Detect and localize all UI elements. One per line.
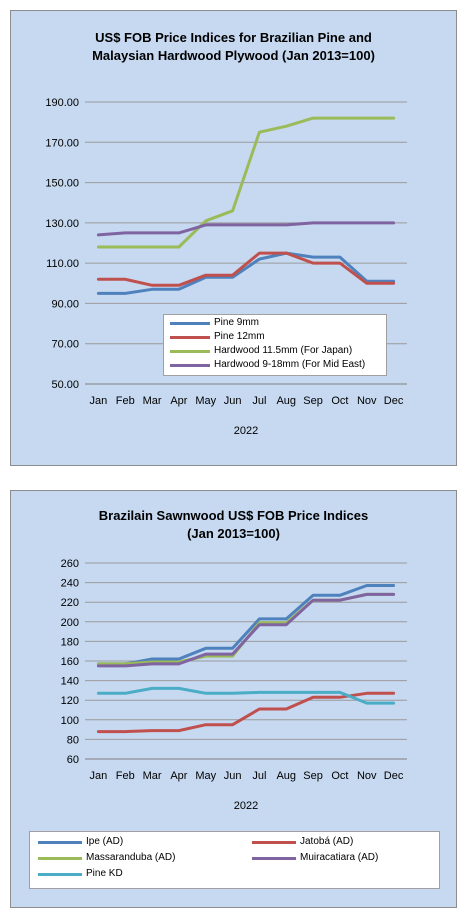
sawnwood-y-tick-label: 260 — [61, 558, 79, 570]
sawnwood-chart-panel: Brazilain Sawnwood US$ FOB Price Indices… — [10, 490, 457, 908]
plywood-y-tick-label: 150.00 — [45, 178, 79, 190]
sawnwood-x-tick-label: Jun — [224, 770, 242, 782]
sawnwood-legend-swatch-jatob-ad — [252, 841, 296, 844]
sawnwood-y-tick-label: 140 — [61, 676, 79, 688]
plywood-series-line-hardwood-11-5mm-for-japan — [96, 116, 396, 249]
sawnwood-legend-label-pine-kd: Pine KD — [86, 868, 123, 879]
sawnwood-x-tick-label: Sep — [303, 770, 323, 782]
plywood-chart-title-line-1: US$ FOB Price Indices for Brazilian Pine… — [95, 30, 372, 45]
sawnwood-chart-title-line-1: Brazilain Sawnwood US$ FOB Price Indices — [98, 508, 369, 523]
plywood-legend-label-hardwood-11-5mm-for-japan: Hardwood 11.5mm (For Japan) — [214, 345, 353, 356]
plywood-legend-swatch-hardwood-9-18mm-for-mid-east — [170, 364, 210, 367]
sawnwood-series-line-ipe-ad — [96, 584, 396, 666]
plywood-legend-swatch-pine-12mm — [170, 336, 210, 339]
plywood-legend-swatch-hardwood-11-5mm-for-japan — [170, 350, 210, 353]
plywood-y-tick-label: 190.00 — [45, 97, 79, 109]
sawnwood-chart-title-line-2: (Jan 2013=100) — [187, 526, 280, 541]
plywood-legend-label-hardwood-9-18mm-for-mid-east: Hardwood 9-18mm (For Mid East) — [214, 359, 366, 370]
plywood-chart-title: US$ FOB Price Indices for Brazilian Pine… — [11, 29, 456, 65]
sawnwood-series-line-jatob-ad — [96, 691, 396, 734]
sawnwood-x-tick-label: Feb — [116, 770, 135, 782]
sawnwood-x-tick-label: Dec — [384, 770, 404, 782]
plywood-x-tick-label: Mar — [143, 395, 162, 407]
sawnwood-chart-svg: 260 240 220 200 180 160 140 120 100 80 60 Jan Feb Mar… — [61, 558, 407, 812]
plywood-x-tick-label: Dec — [384, 395, 404, 407]
sawnwood-legend-swatch-ipe-ad — [38, 841, 82, 844]
plywood-x-tick-label: May — [195, 395, 216, 407]
sawnwood-x-tick-label: Jan — [90, 770, 108, 782]
sawnwood-x-tick-label: Oct — [331, 770, 348, 782]
plywood-chart-panel: US$ FOB Price Indices for Brazilian Pine… — [10, 10, 457, 466]
sawnwood-y-tick-label: 180 — [61, 636, 79, 648]
plywood-x-tick-label: Aug — [276, 395, 296, 407]
plywood-legend-label-pine-9mm: Pine 9mm — [214, 317, 260, 328]
sawnwood-x-tick-label: Mar — [143, 770, 162, 782]
plywood-series-line-pine-9mm — [96, 251, 396, 295]
plywood-chart-svg: 190.00 170.00 150.00 130.00 110.00 90.00 70.00… — [45, 97, 407, 437]
plywood-series-line-pine-12mm — [96, 251, 396, 287]
sawnwood-y-tick-label: 80 — [67, 734, 79, 746]
sawnwood-legend-swatch-massaranduba-ad — [38, 857, 82, 860]
sawnwood-y-tick-label: 200 — [61, 617, 79, 629]
plywood-chart-title-line-2: Malaysian Hardwood Plywood (Jan 2013=100… — [92, 48, 375, 63]
sawnwood-legend-swatch-muiracatiara-ad — [252, 857, 296, 860]
plywood-x-axis-title: 2022 — [234, 425, 258, 437]
plywood-y-tick-label: 110.00 — [46, 258, 79, 270]
plywood-x-tick-label: Sep — [303, 395, 323, 407]
plywood-x-tick-label: Apr — [170, 395, 187, 407]
sawnwood-legend-label-ipe-ad: Ipe (AD) — [86, 836, 124, 847]
sawnwood-x-tick-label: Apr — [170, 770, 187, 782]
sawnwood-legend-swatch-pine-kd — [38, 873, 82, 876]
plywood-legend-label-pine-12mm: Pine 12mm — [214, 331, 265, 342]
sawnwood-y-tick-label: 120 — [61, 695, 79, 707]
plywood-x-tick-label: Jun — [224, 395, 242, 407]
sawnwood-y-tick-label: 240 — [61, 578, 79, 590]
sawnwood-y-tick-label: 160 — [61, 656, 79, 668]
plywood-y-tick-label: 50.00 — [51, 379, 79, 391]
plywood-y-tick-label: 90.00 — [51, 298, 79, 310]
sawnwood-legend-label-muiracatiara-ad: Muiracatiara (AD) — [300, 852, 379, 863]
sawnwood-series-line-muiracatiara-ad — [96, 592, 396, 668]
plywood-chart-legend: Pine 9mm Pine 12mm Hardwood 11.5mm (For Ja… — [163, 314, 387, 376]
sawnwood-chart-title: Brazilain Sawnwood US$ FOB Price Indices… — [11, 507, 456, 543]
sawnwood-series-line-massaranduba-ad — [96, 592, 396, 666]
sawnwood-legend-label-jatob-ad: Jatobá (AD) — [300, 836, 354, 847]
sawnwood-y-tick-label: 220 — [61, 597, 79, 609]
plywood-y-tick-label: 130.00 — [45, 218, 79, 230]
sawnwood-chart-legend: Ipe (AD) Jatobá (AD) Massaranduba (AD) Muir… — [29, 831, 440, 889]
plywood-x-tick-label: Jan — [90, 395, 108, 407]
sawnwood-y-tick-label: 100 — [61, 715, 79, 727]
plywood-y-tick-label: 70.00 — [51, 339, 79, 351]
sawnwood-x-tick-label: Nov — [357, 770, 377, 782]
sawnwood-x-tick-label: Aug — [276, 770, 296, 782]
sawnwood-x-tick-label: May — [195, 770, 216, 782]
plywood-x-tick-label: Oct — [331, 395, 348, 407]
plywood-y-tick-label: 170.00 — [45, 137, 79, 149]
sawnwood-legend-label-massaranduba-ad: Massaranduba (AD) — [86, 852, 176, 863]
sawnwood-x-axis-title: 2022 — [234, 800, 258, 812]
sawnwood-series-line-pine-kd — [96, 686, 396, 705]
plywood-series-line-hardwood-9-18mm-for-mid-east — [96, 221, 396, 237]
plywood-x-tick-label: Feb — [116, 395, 135, 407]
sawnwood-y-tick-label: 60 — [67, 754, 79, 766]
sawnwood-x-tick-label: Jul — [252, 770, 266, 782]
plywood-x-tick-label: Jul — [252, 395, 266, 407]
plywood-legend-swatch-pine-9mm — [170, 322, 210, 325]
plywood-x-tick-label: Nov — [357, 395, 377, 407]
